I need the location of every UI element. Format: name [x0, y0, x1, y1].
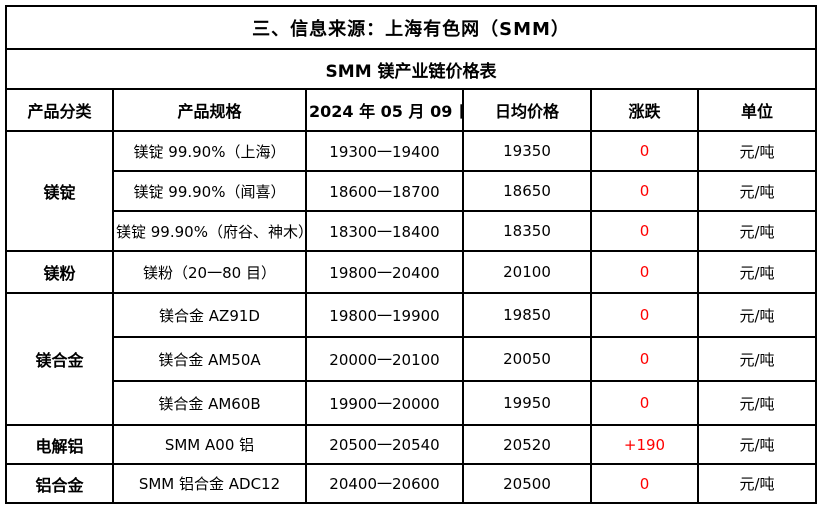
avg-price-cell: 19850	[462, 292, 592, 338]
column-header-date: 2024 年 05 月 09 日	[305, 88, 464, 132]
column-header-change: 涨跌	[590, 88, 699, 132]
table-row: 镁合金 镁合金 AZ91D 19800一19900 19850 0 元/吨	[5, 292, 818, 426]
category-cell: 电解铝	[5, 424, 114, 465]
column-header-unit: 单位	[696, 88, 818, 132]
price-range-cell: 19800一20400	[305, 250, 464, 294]
category-cell: 镁粉	[5, 250, 114, 294]
spec-cell: SMM 铝合金 ADC12	[112, 463, 307, 504]
column-header-avg-price: 日均价格	[462, 88, 592, 132]
change-cell: 0	[590, 380, 699, 426]
unit-cell: 元/吨	[696, 336, 818, 382]
price-range-cell: 20500一20540	[305, 424, 464, 465]
table-row: 镁合金 AM60B 19900一20000 19950 0 元/吨	[6, 380, 818, 426]
spec-cell: 镁锭 99.90%（府谷、神木）	[112, 210, 307, 252]
table-row: 镁锭 镁锭 99.90%（上海） 19300一19400 19350 0 元/吨	[5, 130, 818, 252]
table-row: 镁锭 99.90%（府谷、神木） 18300一18400 18350 0 元/吨	[6, 210, 818, 252]
price-range-cell: 19300一19400	[305, 130, 464, 172]
unit-cell: 元/吨	[696, 380, 818, 426]
unit-cell: 元/吨	[696, 292, 818, 338]
avg-price-cell: 20100	[462, 250, 592, 294]
avg-price-cell: 20500	[462, 463, 592, 504]
change-cell: 0	[590, 250, 699, 294]
price-range-cell: 19900一20000	[305, 380, 464, 426]
unit-cell: 元/吨	[696, 250, 818, 294]
column-header-category: 产品分类	[5, 88, 114, 132]
column-header-spec: 产品规格	[112, 88, 307, 132]
change-cell: 0	[590, 336, 699, 382]
unit-cell: 元/吨	[696, 210, 818, 252]
unit-cell: 元/吨	[696, 170, 818, 212]
unit-cell: 元/吨	[696, 424, 818, 465]
avg-price-cell: 20520	[462, 424, 592, 465]
price-range-cell: 20000一20100	[305, 336, 464, 382]
price-table: 三、信息来源：上海有色网（SMM） SMM 镁产业链价格表 产品分类 产品规格 …	[4, 5, 818, 504]
table-row: 镁粉 镁粉（20一80 目） 19800一20400 20100 0 元/吨	[5, 250, 818, 294]
change-cell: 0	[590, 292, 699, 338]
category-cell: 镁锭	[5, 130, 114, 252]
spec-cell: 镁粉（20一80 目）	[112, 250, 307, 294]
avg-price-cell: 19950	[462, 380, 592, 426]
change-cell: 0	[590, 210, 699, 252]
table-title: SMM 镁产业链价格表	[4, 48, 818, 90]
price-range-cell: 19800一19900	[305, 292, 464, 338]
spec-cell: 镁合金 AM50A	[112, 336, 307, 382]
unit-cell: 元/吨	[696, 463, 818, 504]
category-cell: 镁合金	[5, 292, 114, 426]
spec-cell: 镁锭 99.90%（闻喜）	[112, 170, 307, 212]
avg-price-cell: 18650	[462, 170, 592, 212]
table-row: 镁合金 AM50A 20000一20100 20050 0 元/吨	[6, 336, 818, 382]
table-row: 铝合金 SMM 铝合金 ADC12 20400一20600 20500 0 元/…	[5, 463, 818, 504]
unit-cell: 元/吨	[696, 130, 818, 172]
spec-cell: 镁锭 99.90%（上海）	[112, 130, 307, 172]
table-row: 镁锭 99.90%（闻喜） 18600一18700 18650 0 元/吨	[6, 170, 818, 212]
change-cell: 0	[590, 170, 699, 212]
avg-price-cell: 18350	[462, 210, 592, 252]
spec-cell: 镁合金 AZ91D	[112, 292, 307, 338]
price-range-cell: 18600一18700	[305, 170, 464, 212]
spec-cell: SMM A00 铝	[112, 424, 307, 465]
price-range-cell: 20400一20600	[305, 463, 464, 504]
change-cell: 0	[590, 130, 699, 172]
price-range-cell: 18300一18400	[305, 210, 464, 252]
avg-price-cell: 19350	[462, 130, 592, 172]
avg-price-cell: 20050	[462, 336, 592, 382]
change-cell: 0	[590, 463, 699, 504]
table-row: 电解铝 SMM A00 铝 20500一20540 20520 +190 元/吨	[5, 424, 818, 465]
document-title: 三、信息来源：上海有色网（SMM）	[4, 5, 818, 50]
change-cell: +190	[590, 424, 699, 465]
spec-cell: 镁合金 AM60B	[112, 380, 307, 426]
category-cell: 铝合金	[5, 463, 114, 504]
